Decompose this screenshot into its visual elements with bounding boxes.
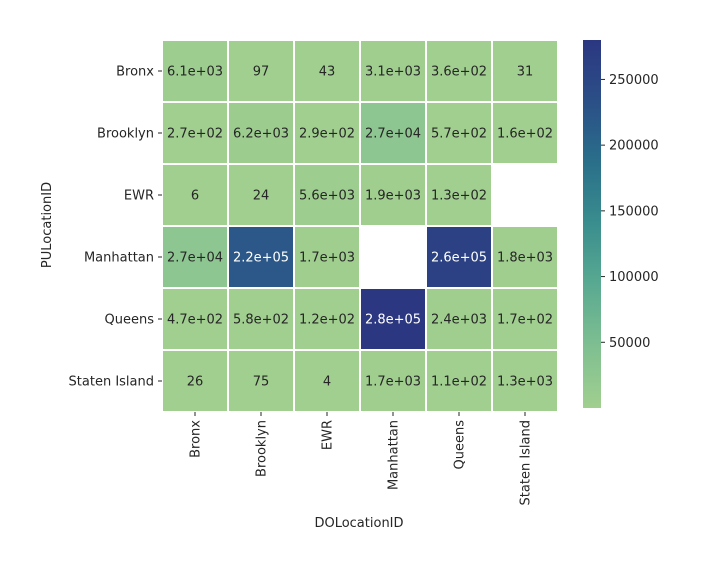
cell-value-label: 1.1e+02 — [431, 375, 487, 390]
x-tick-label: Manhattan — [387, 420, 402, 490]
heatmap-cell — [293, 349, 361, 413]
colorbar-tick-label: 250000 — [609, 73, 659, 88]
cell-value-label: 2.9e+02 — [299, 127, 355, 142]
cell-value-label: 2.7e+04 — [167, 251, 223, 266]
y-tick-label: Brooklyn — [97, 127, 154, 142]
heatmap-cell — [161, 349, 229, 413]
x-tick-label: Staten Island — [519, 420, 534, 505]
heatmap-cell — [293, 225, 361, 289]
heatmap-cell — [425, 163, 493, 227]
cell-value-label: 6.1e+03 — [167, 65, 223, 80]
heatmap-cell — [227, 39, 295, 103]
heatmap-cell — [359, 163, 427, 227]
y-tick-label: Staten Island — [69, 375, 154, 390]
cell-value-label: 97 — [253, 65, 270, 80]
cell-value-label: 1.6e+02 — [497, 127, 553, 142]
heatmap-cell — [359, 101, 427, 165]
heatmap-cell — [227, 101, 295, 165]
colorbar-tick-label: 200000 — [609, 139, 659, 154]
cell-value-label: 1.9e+03 — [365, 189, 421, 204]
heatmap-cell — [227, 225, 295, 289]
x-tick-label: Brooklyn — [255, 420, 270, 477]
x-axis-label: DOLocationID — [314, 516, 403, 531]
cell-value-label: 3.6e+02 — [431, 65, 487, 80]
colorbar — [583, 40, 601, 408]
y-axis-ticks: Bronx Brooklyn EWR Manhattan Queens Staten Is… — [69, 65, 162, 390]
cell-value-label: 2.7e+02 — [167, 127, 223, 142]
cell-value-label: 5.6e+03 — [299, 189, 355, 204]
cell-value-label: 6.2e+03 — [233, 127, 289, 142]
cell-value-label: 1.2e+02 — [299, 313, 355, 328]
cell-value-label: 2.6e+05 — [431, 251, 487, 266]
cell-value-label: 4 — [323, 375, 331, 390]
heatmap-cells — [161, 39, 559, 413]
y-tick-label: Bronx — [116, 65, 154, 80]
cell-value-label: 1.3e+03 — [497, 375, 553, 390]
colorbar-ticks: 50000 100000 150000 200000 250000 — [601, 73, 659, 351]
cell-value-label: 4.7e+02 — [167, 313, 223, 328]
cell-value-label: 1.7e+03 — [365, 375, 421, 390]
y-tick-label: Queens — [105, 313, 155, 328]
x-axis-ticks: Bronx Brooklyn EWR Manhattan Queens Staten Is… — [189, 412, 534, 505]
cell-value-label: 75 — [253, 375, 270, 390]
heatmap-cell — [425, 225, 493, 289]
cell-value-label: 6 — [191, 189, 199, 204]
cell-value-label: 1.8e+03 — [497, 251, 553, 266]
colorbar-tick-label: 100000 — [609, 270, 659, 285]
heatmap-cell — [491, 101, 559, 165]
cell-value-label: 43 — [319, 65, 336, 80]
y-axis-label: PULocationID — [40, 182, 55, 268]
heatmap-cell — [227, 163, 295, 227]
cell-value-label: 5.7e+02 — [431, 127, 487, 142]
x-tick-label: Queens — [453, 420, 468, 470]
colorbar-tick-label: 50000 — [609, 336, 650, 351]
cell-value-label: 2.7e+04 — [365, 127, 421, 142]
cell-value-label: 2.8e+05 — [365, 313, 421, 328]
cell-value-label: 31 — [517, 65, 534, 80]
cell-labels: 6.1e+03 97 43 3.1e+03 3.6e+02 31 2.7e+02 6.2e+0… — [167, 65, 553, 390]
y-tick-label: Manhattan — [84, 251, 154, 266]
heatmap-cell — [491, 225, 559, 289]
cell-value-label: 24 — [253, 189, 270, 204]
cell-value-label: 2.4e+03 — [431, 313, 487, 328]
x-tick-label: EWR — [321, 420, 336, 450]
heatmap-cell — [491, 39, 559, 103]
cell-value-label: 1.3e+02 — [431, 189, 487, 204]
cell-value-label: 26 — [187, 375, 204, 390]
cell-value-label: 5.8e+02 — [233, 313, 289, 328]
x-tick-label: Bronx — [189, 420, 204, 458]
cell-value-label: 1.7e+02 — [497, 313, 553, 328]
cell-value-label: 2.2e+05 — [233, 251, 289, 266]
y-tick-label: EWR — [124, 189, 154, 204]
heatmap-cell — [161, 287, 229, 351]
cell-value-label: 1.7e+03 — [299, 251, 355, 266]
colorbar-tick-label: 150000 — [609, 204, 659, 219]
heatmap-cell — [425, 287, 493, 351]
cell-value-label: 3.1e+03 — [365, 65, 421, 80]
